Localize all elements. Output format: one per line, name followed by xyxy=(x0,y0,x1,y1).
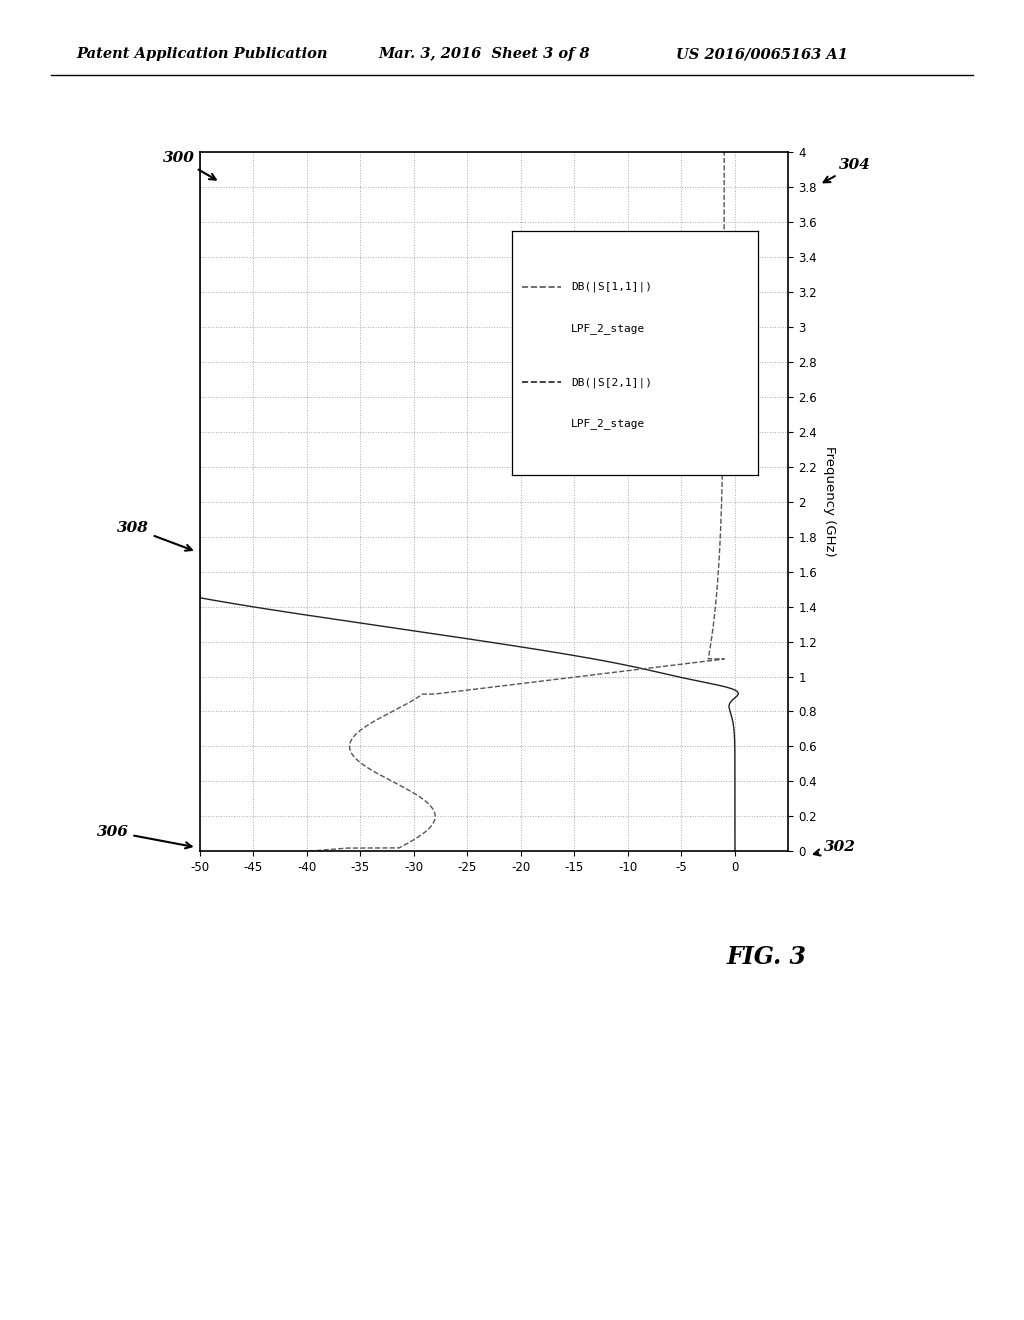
Text: US 2016/0065163 A1: US 2016/0065163 A1 xyxy=(676,48,848,61)
Text: DB(|S[2,1]|): DB(|S[2,1]|) xyxy=(571,378,652,388)
Text: LPF_2_stage: LPF_2_stage xyxy=(571,418,645,429)
Text: 308: 308 xyxy=(117,521,191,550)
Text: 306: 306 xyxy=(96,825,191,849)
Y-axis label: Frequency (GHz): Frequency (GHz) xyxy=(823,446,837,557)
Text: FIG. 3: FIG. 3 xyxy=(727,945,807,969)
Text: Patent Application Publication: Patent Application Publication xyxy=(77,48,329,61)
Text: LPF_2_stage: LPF_2_stage xyxy=(571,323,645,334)
Text: 304: 304 xyxy=(823,158,871,182)
Text: DB(|S[1,1]|): DB(|S[1,1]|) xyxy=(571,282,652,293)
Text: 302: 302 xyxy=(814,841,856,855)
Text: 300: 300 xyxy=(163,152,216,180)
Text: Mar. 3, 2016  Sheet 3 of 8: Mar. 3, 2016 Sheet 3 of 8 xyxy=(379,48,591,61)
